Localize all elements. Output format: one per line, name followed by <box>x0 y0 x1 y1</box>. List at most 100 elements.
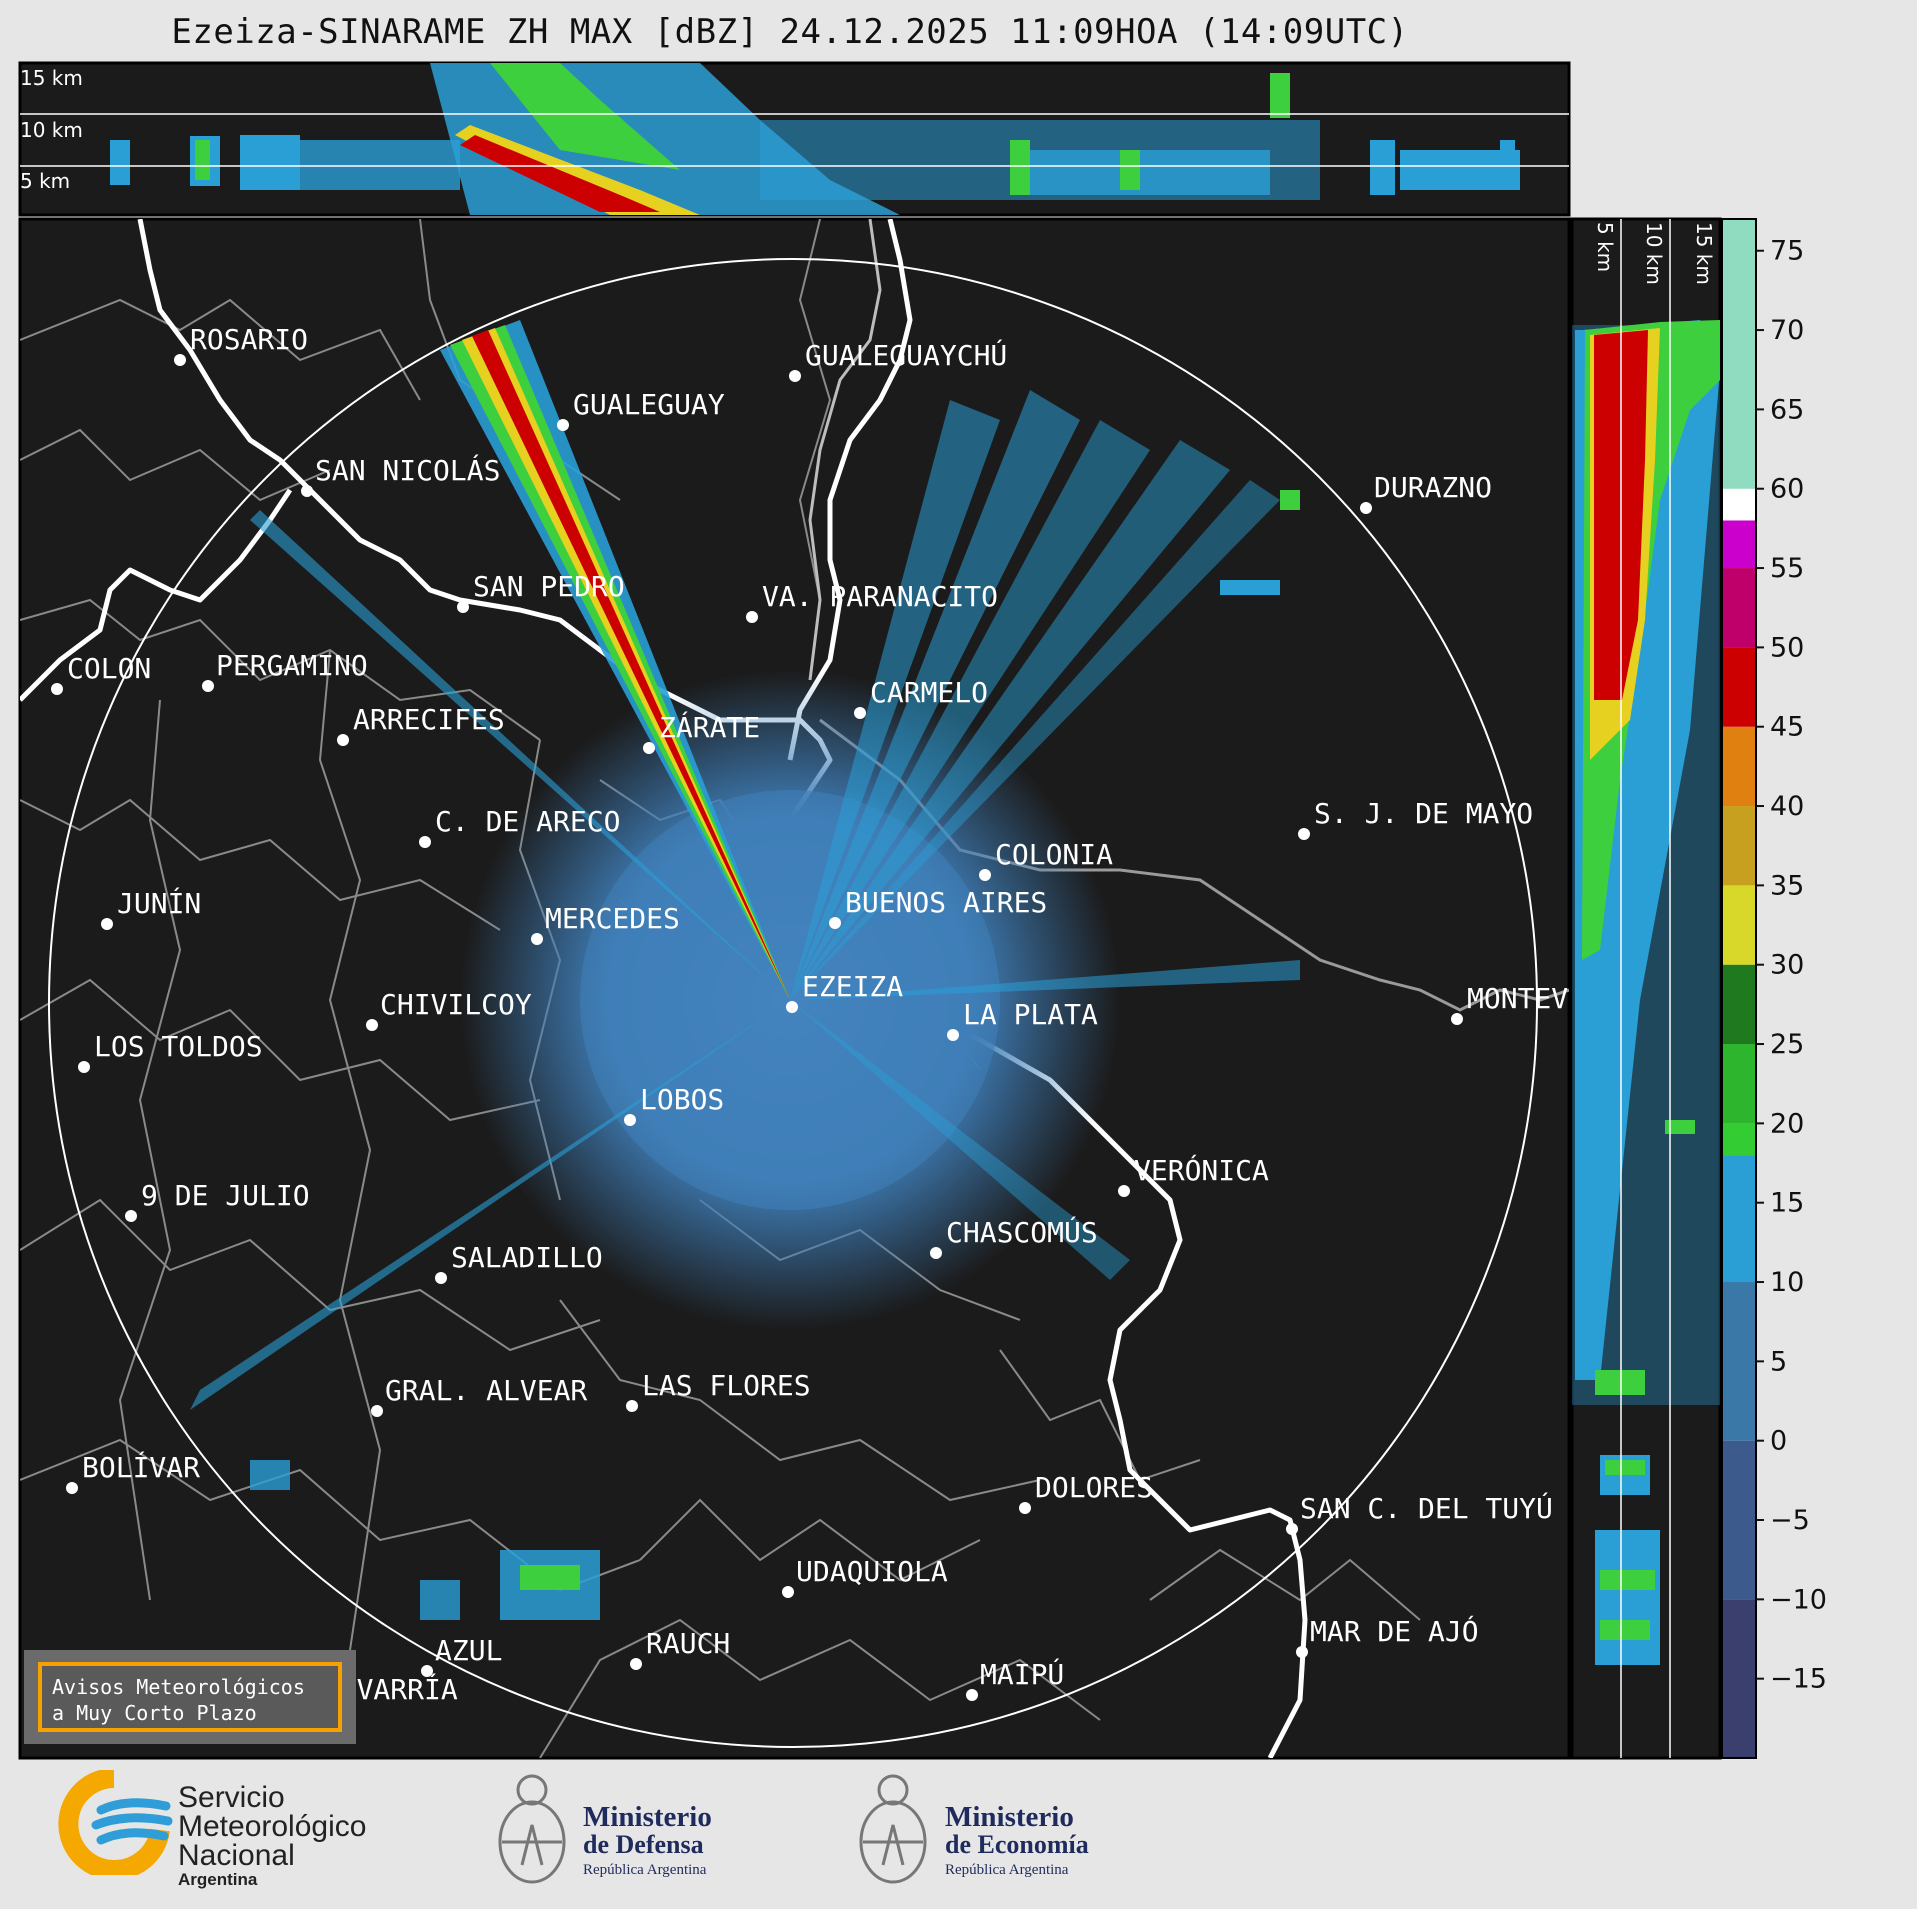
colorbar-band-1 <box>1722 1440 1756 1600</box>
city-udaquiola: UDAQUIOLA <box>782 1555 948 1598</box>
city-layer: ROSARIO GUALEGUAYCHÚ GUALEGUAY SAN NICOL… <box>51 323 1636 1716</box>
svg-text:PERGAMINO: PERGAMINO <box>216 649 368 682</box>
colorbar-tick-label: 75 <box>1770 236 1804 267</box>
colorbar-tick-label: 10 <box>1770 1267 1804 1298</box>
economia-line-2: de Economía <box>945 1830 1089 1859</box>
colorbar-tick-label: 5 <box>1770 1346 1787 1377</box>
smn-logo <box>56 1768 174 1880</box>
top-height-label-15: 15 km <box>20 66 83 90</box>
svg-text:CHIVILCOY: CHIVILCOY <box>380 988 532 1021</box>
svg-text:9 DE JULIO: 9 DE JULIO <box>141 1179 310 1212</box>
colorbar-tick-label: 65 <box>1770 394 1804 425</box>
very-short-term-warnings-notice[interactable]: Avisos Meteorológicos a Muy Corto Plazo <box>38 1662 342 1732</box>
svg-text:VERÓNICA: VERÓNICA <box>1134 1153 1269 1187</box>
svg-text:ROSARIO: ROSARIO <box>190 323 308 356</box>
svg-text:CHASCOMÚS: CHASCOMÚS <box>946 1215 1098 1249</box>
city-colon: COLON <box>51 652 151 695</box>
svg-text:RAUCH: RAUCH <box>646 1627 730 1660</box>
side-height-label-10: 10 km <box>1642 222 1666 285</box>
colorbar-band-13 <box>1722 488 1756 521</box>
svg-text:BUENOS AIRES: BUENOS AIRES <box>845 886 1047 919</box>
colorbar-band-4 <box>1722 1123 1756 1156</box>
svg-text:CARMELO: CARMELO <box>870 676 988 709</box>
city-sj-de-mayo: S. J. DE MAYO <box>1298 797 1533 840</box>
economia-wordmark: Ministerio de Economía República Argenti… <box>945 1803 1089 1881</box>
svg-text:DURAZNO: DURAZNO <box>1374 471 1492 504</box>
city-las-flores: LAS FLORES <box>626 1369 811 1412</box>
svg-text:S. J. DE MAYO: S. J. DE MAYO <box>1314 797 1533 830</box>
city-la-plata: LA PLATA <box>947 998 1098 1041</box>
city-chascomus: CHASCOMÚS <box>930 1215 1098 1259</box>
city-azul: AZUL <box>421 1634 502 1677</box>
colorbar-tick-label: 70 <box>1770 315 1804 346</box>
city-saladillo: SALADILLO <box>435 1241 603 1284</box>
svg-text:SAN PEDRO: SAN PEDRO <box>473 570 625 603</box>
svg-text:LA PLATA: LA PLATA <box>963 998 1098 1031</box>
svg-text:MONTEVIDEO: MONTEVIDEO <box>1467 982 1636 1015</box>
colorbar-band-8 <box>1722 806 1756 886</box>
svg-text:UDAQUIOLA: UDAQUIOLA <box>796 1555 948 1588</box>
smn-emblem-icon <box>58 1768 173 1880</box>
colorbar-tick-label: 50 <box>1770 632 1804 663</box>
city-maipu: MAIPÚ <box>966 1657 1064 1701</box>
city-rosario: ROSARIO <box>174 323 308 366</box>
city-lobos: LOBOS <box>624 1083 724 1126</box>
colorbar-tick-label: −15 <box>1770 1664 1827 1695</box>
svg-text:JUNÍN: JUNÍN <box>117 886 201 920</box>
svg-text:AZUL: AZUL <box>435 1634 502 1667</box>
smn-wordmark: Servicio Meteorológico Nacional Argentin… <box>178 1783 366 1890</box>
radar-echoes <box>190 320 1300 1620</box>
top-cross-section-echoes <box>110 63 1520 215</box>
svg-text:MAR DE AJÓ: MAR DE AJÓ <box>1310 1614 1479 1648</box>
colorbar-band-6 <box>1722 964 1756 1045</box>
colorbar-tick-label: 0 <box>1770 1426 1787 1457</box>
city-va-paranacito: VA. PARANACITO <box>746 580 998 623</box>
map-title: Ezeiza-SINARAME ZH MAX [dBZ] 24.12.2025 … <box>171 12 1409 52</box>
defensa-line-1: Ministerio <box>583 1801 712 1833</box>
colorbar-tick-label: 40 <box>1770 791 1804 822</box>
smn-line-3: Nacional <box>178 1839 295 1872</box>
city-pergamino: PERGAMINO <box>202 649 368 692</box>
svg-text:GUALEGUAY: GUALEGUAY <box>573 388 725 421</box>
notice-line-2: a Muy Corto Plazo <box>52 1701 257 1725</box>
side-height-label-15: 15 km <box>1692 222 1716 285</box>
svg-text:GRAL. ALVEAR: GRAL. ALVEAR <box>385 1374 587 1407</box>
colorbar-tick-label: 20 <box>1770 1108 1804 1139</box>
city-gualeguay: GUALEGUAY <box>557 388 725 431</box>
svg-text:VA. PARANACITO: VA. PARANACITO <box>762 580 998 613</box>
colorbar <box>1722 219 1756 1758</box>
city-montevideo: MONTEVIDEO <box>1451 982 1636 1025</box>
city-durazno: DURAZNO <box>1360 471 1492 514</box>
city-arrecifes: ARRECIFES <box>337 703 505 746</box>
svg-text:MAIPÚ: MAIPÚ <box>980 1657 1064 1691</box>
city-9-de-julio: 9 DE JULIO <box>125 1179 310 1222</box>
colorbar-tick-label: 55 <box>1770 553 1804 584</box>
city-colonia: COLONIA <box>979 838 1113 881</box>
colorbar-tick-label: 35 <box>1770 870 1804 901</box>
city-san-pedro: SAN PEDRO <box>457 570 625 613</box>
argentina-coat-of-arms-icon <box>494 1770 570 1904</box>
colorbar-band-14 <box>1722 219 1756 489</box>
city-carmelo: CARMELO <box>854 676 988 719</box>
radar-site-ezeiza: EZEIZA <box>786 970 903 1013</box>
argentina-coat-of-arms-icon-2 <box>855 1770 931 1904</box>
colorbar-tick-label: 60 <box>1770 474 1804 505</box>
city-rauch: RAUCH <box>630 1627 730 1670</box>
colorbar-band-3 <box>1722 1155 1756 1283</box>
city-veronica: VERÓNICA <box>1118 1153 1269 1197</box>
city-chivilcoy: CHIVILCOY <box>366 988 532 1031</box>
colorbar-band-5 <box>1722 1044 1756 1124</box>
colorbar-band-10 <box>1722 647 1756 727</box>
city-mar-de-ajo: MAR DE AJÓ <box>1296 1614 1479 1658</box>
city-junin: JUNÍN <box>101 886 201 930</box>
defensa-line-3: República Argentina <box>583 1862 707 1878</box>
svg-text:MERCEDES: MERCEDES <box>545 902 680 935</box>
colorbar-tick-label: 25 <box>1770 1029 1804 1060</box>
top-height-label-5: 5 km <box>20 169 70 193</box>
colorbar-tick-label: −10 <box>1770 1584 1827 1615</box>
svg-text:ZÁRATE: ZÁRATE <box>659 710 760 744</box>
economia-line-1: Ministerio <box>945 1801 1074 1833</box>
smn-line-2: Meteorológico <box>178 1810 367 1843</box>
city-zarate: ZÁRATE <box>643 710 760 754</box>
